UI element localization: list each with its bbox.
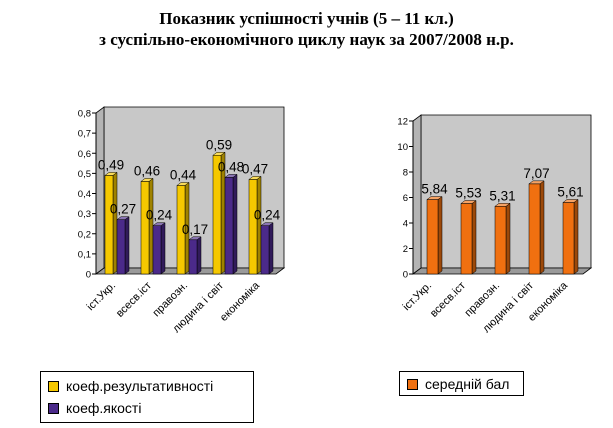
bar-top — [562, 199, 579, 203]
bar-top — [426, 196, 443, 200]
bar-top — [212, 152, 226, 156]
data-label: 5,84 — [421, 182, 448, 197]
y-tick-label: 0,1 — [78, 249, 91, 260]
legend-label-series-1: коеф.результативності — [66, 378, 214, 394]
bar — [528, 183, 541, 275]
data-label: 5,53 — [455, 185, 481, 200]
y-tick-label: 0,5 — [78, 169, 91, 180]
bar — [426, 199, 439, 275]
legend-label-series-2: коеф.якості — [66, 400, 142, 416]
bar-top — [528, 180, 545, 185]
bar-top — [460, 200, 477, 204]
x-tick-label: іст.Укр. — [401, 280, 434, 313]
bar-side — [471, 199, 477, 275]
bar-top — [494, 203, 511, 207]
right-chart-legend: середній бал — [399, 371, 524, 396]
data-label: 0,48 — [218, 159, 244, 174]
data-label: 0,49 — [98, 157, 124, 172]
data-label: 0,47 — [242, 161, 268, 176]
bar-side — [539, 180, 545, 275]
y-tick-label: 0,8 — [78, 109, 91, 120]
y-tick-label: 0 — [86, 270, 91, 281]
legend-label-series-3: середній бал — [425, 376, 510, 392]
bar-top — [152, 222, 166, 226]
bar-side — [505, 202, 511, 275]
chart-title: Показник успішності учнів (5 – 11 кл.) з… — [0, 8, 613, 50]
data-label: 7,07 — [523, 166, 549, 181]
bar — [562, 202, 575, 275]
chart-side-wall — [412, 114, 422, 275]
legend-item-series-3: середній бал — [400, 373, 523, 395]
bar-side — [437, 196, 443, 275]
y-tick-label: 0 — [403, 270, 408, 281]
data-label: 0,44 — [170, 167, 197, 182]
y-tick-label: 8 — [403, 168, 408, 179]
bar-top — [176, 182, 190, 186]
x-tick-label: всесв.іст — [428, 280, 468, 320]
data-label: 0,17 — [182, 222, 208, 237]
bar-top — [140, 178, 154, 182]
bar — [460, 203, 473, 275]
data-label: 5,61 — [557, 184, 583, 199]
bar-top — [248, 176, 262, 180]
bar-top — [224, 174, 238, 178]
y-tick-label: 0,3 — [78, 209, 91, 220]
bar — [494, 206, 507, 275]
data-label: 0,59 — [206, 137, 232, 152]
y-tick-label: 0,7 — [78, 129, 91, 140]
title-line-2: з суспільно-економічного циклу наук за 2… — [99, 30, 514, 49]
data-label: 0,24 — [254, 208, 281, 223]
legend-swatch-series-3 — [407, 378, 418, 390]
y-tick-label: 2 — [403, 244, 408, 255]
legend-swatch-series-1 — [48, 380, 59, 392]
data-label: 0,46 — [134, 163, 160, 178]
bar-top — [260, 222, 274, 226]
legend-item-series-1: коеф.результативності — [41, 375, 253, 397]
bar-top — [116, 216, 130, 220]
bar-top — [188, 236, 202, 241]
y-tick-label: 12 — [397, 117, 408, 128]
data-label: 5,31 — [489, 188, 515, 203]
legend-item-series-2: коеф.якості — [41, 397, 253, 419]
y-tick-label: 0,6 — [78, 149, 91, 160]
title-line-1: Показник успішності учнів (5 – 11 кл.) — [159, 9, 454, 28]
y-tick-label: 0,4 — [78, 189, 91, 200]
bar-side — [573, 198, 579, 275]
y-tick-label: 6 — [403, 193, 408, 204]
legend-swatch-series-2 — [48, 402, 59, 414]
y-tick-label: 4 — [403, 219, 408, 230]
y-tick-label: 0,2 — [78, 229, 91, 240]
left-chart-legend: коеф.результативності коеф.якості — [40, 371, 254, 423]
bar-top — [104, 172, 118, 176]
data-label: 0,27 — [110, 202, 136, 217]
data-label: 0,24 — [146, 208, 173, 223]
y-tick-label: 10 — [397, 142, 408, 153]
